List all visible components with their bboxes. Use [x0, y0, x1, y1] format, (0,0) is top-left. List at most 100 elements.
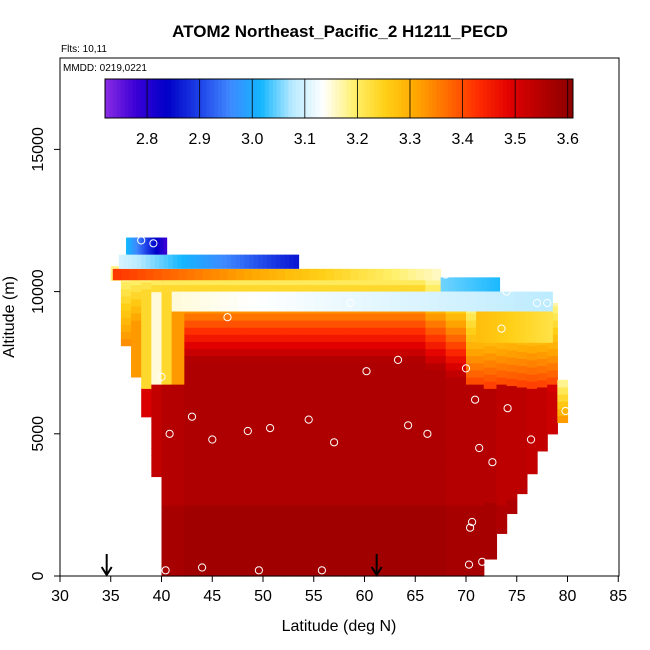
- heatmap-cell: [222, 568, 244, 577]
- heatmap-cell: [263, 490, 284, 499]
- heatmap-cell: [384, 526, 406, 534]
- heatmap-cell: [303, 419, 325, 428]
- colorbar-segment: [218, 79, 223, 118]
- heatmap-cell: [526, 459, 538, 468]
- heatmap-cell: [344, 448, 366, 456]
- heatmap-band-cell: [544, 311, 548, 343]
- heatmap-band-cell: [476, 291, 487, 312]
- heatmap-cell: [483, 374, 498, 382]
- colorbar-segment: [553, 79, 558, 118]
- heatmap-cell: [202, 483, 223, 492]
- heatmap-cell: [141, 352, 152, 361]
- heatmap-band-cell: [447, 277, 451, 292]
- heatmap-band-cell: [317, 268, 327, 281]
- heatmap-cell: [344, 341, 366, 350]
- heatmap-cell: [516, 422, 528, 431]
- heatmap-band-cell: [380, 291, 392, 312]
- heatmap-cell: [184, 490, 203, 499]
- heatmap-cell: [384, 476, 406, 485]
- heatmap-band-cell: [309, 268, 319, 281]
- heatmap-cell: [496, 433, 508, 442]
- heatmap-cell: [184, 568, 203, 577]
- colorbar-segment: [276, 79, 281, 118]
- colorbar-segment: [413, 79, 418, 118]
- heatmap-cell: [263, 405, 284, 414]
- heatmap-cell: [405, 320, 426, 328]
- heatmap-cell: [344, 376, 366, 385]
- heatmap-cell: [445, 490, 467, 499]
- heatmap-cell: [516, 457, 528, 466]
- heatmap-band-cell: [271, 254, 277, 269]
- heatmap-cell: [323, 469, 345, 478]
- heatmap-cell: [161, 348, 173, 357]
- heatmap-cell: [283, 355, 305, 364]
- heatmap-cell: [184, 554, 203, 563]
- colorbar-segment: [151, 79, 157, 118]
- colorbar-segment: [381, 79, 387, 118]
- heatmap-cell: [222, 455, 244, 463]
- heatmap-band-cell: [358, 268, 368, 281]
- colorbar-segment: [167, 79, 172, 118]
- heatmap-cell: [506, 364, 518, 372]
- heatmap-cell: [344, 476, 366, 485]
- heatmap-cell: [141, 381, 152, 389]
- heatmap-cell: [141, 338, 152, 347]
- heatmap-cell: [303, 341, 325, 350]
- heatmap-cell: [425, 476, 447, 485]
- heatmap-cell: [202, 540, 223, 549]
- colorbar-segment: [463, 79, 469, 118]
- heatmap-cell: [405, 391, 426, 399]
- heatmap-cell: [466, 455, 485, 463]
- heatmap-cell: [263, 512, 284, 520]
- heatmap-cell: [161, 483, 173, 492]
- heatmap-cell: [516, 479, 528, 488]
- heatmap-cell: [445, 497, 467, 506]
- heatmap-cell: [141, 345, 152, 354]
- colorbar-segment: [526, 79, 531, 118]
- heatmap-cell: [161, 362, 173, 371]
- heatmap-cell: [303, 433, 325, 442]
- colorbar-segment: [105, 79, 110, 118]
- heatmap-cell: [242, 312, 264, 321]
- heatmap-cell: [466, 533, 485, 542]
- sample-point: [475, 443, 484, 453]
- heatmap-cell: [323, 497, 345, 506]
- colorbar-segment: [331, 79, 336, 118]
- heatmap-cell: [141, 395, 152, 404]
- heatmap-cell: [425, 355, 447, 364]
- heatmap-band-cell: [486, 277, 489, 292]
- heatmap-cell: [364, 561, 386, 570]
- heatmap-cell: [466, 469, 485, 478]
- heatmap-cell: [171, 497, 185, 506]
- heatmap-cell: [537, 408, 548, 416]
- heatmap-cell: [364, 320, 386, 328]
- heatmap-cell: [161, 540, 173, 549]
- heatmap-cell: [445, 540, 467, 549]
- heatmap-band-cell: [446, 277, 449, 292]
- heatmap-cell: [483, 502, 498, 510]
- heatmap-cell: [242, 412, 264, 421]
- heatmap-cell: [364, 512, 386, 520]
- heatmap-band-cell: [514, 311, 517, 343]
- sample-point: [502, 287, 511, 296]
- heatmap-cell: [161, 277, 173, 286]
- heatmap-cell: [516, 351, 528, 360]
- heatmap-cell: [364, 483, 386, 492]
- heatmap-band-cell: [477, 277, 480, 292]
- heatmap-band-cell: [483, 277, 486, 292]
- heatmap-cell: [131, 341, 142, 350]
- sample-point: [423, 429, 432, 438]
- colorbar-segment: [428, 79, 434, 118]
- heatmap-cell: [506, 357, 518, 365]
- heatmap-cell: [184, 561, 203, 570]
- heatmap-cell: [364, 533, 386, 542]
- heatmap-cell: [222, 512, 244, 520]
- colorbar-segment: [206, 79, 211, 118]
- heatmap-band-cell: [483, 311, 487, 343]
- heatmap-cell: [466, 497, 485, 506]
- heatmap-cell: [303, 440, 325, 449]
- heatmap-cell: [242, 455, 264, 463]
- colorbar-segment: [128, 79, 133, 118]
- heatmap-band-cell: [416, 268, 425, 281]
- heatmap-band-cell: [467, 277, 470, 292]
